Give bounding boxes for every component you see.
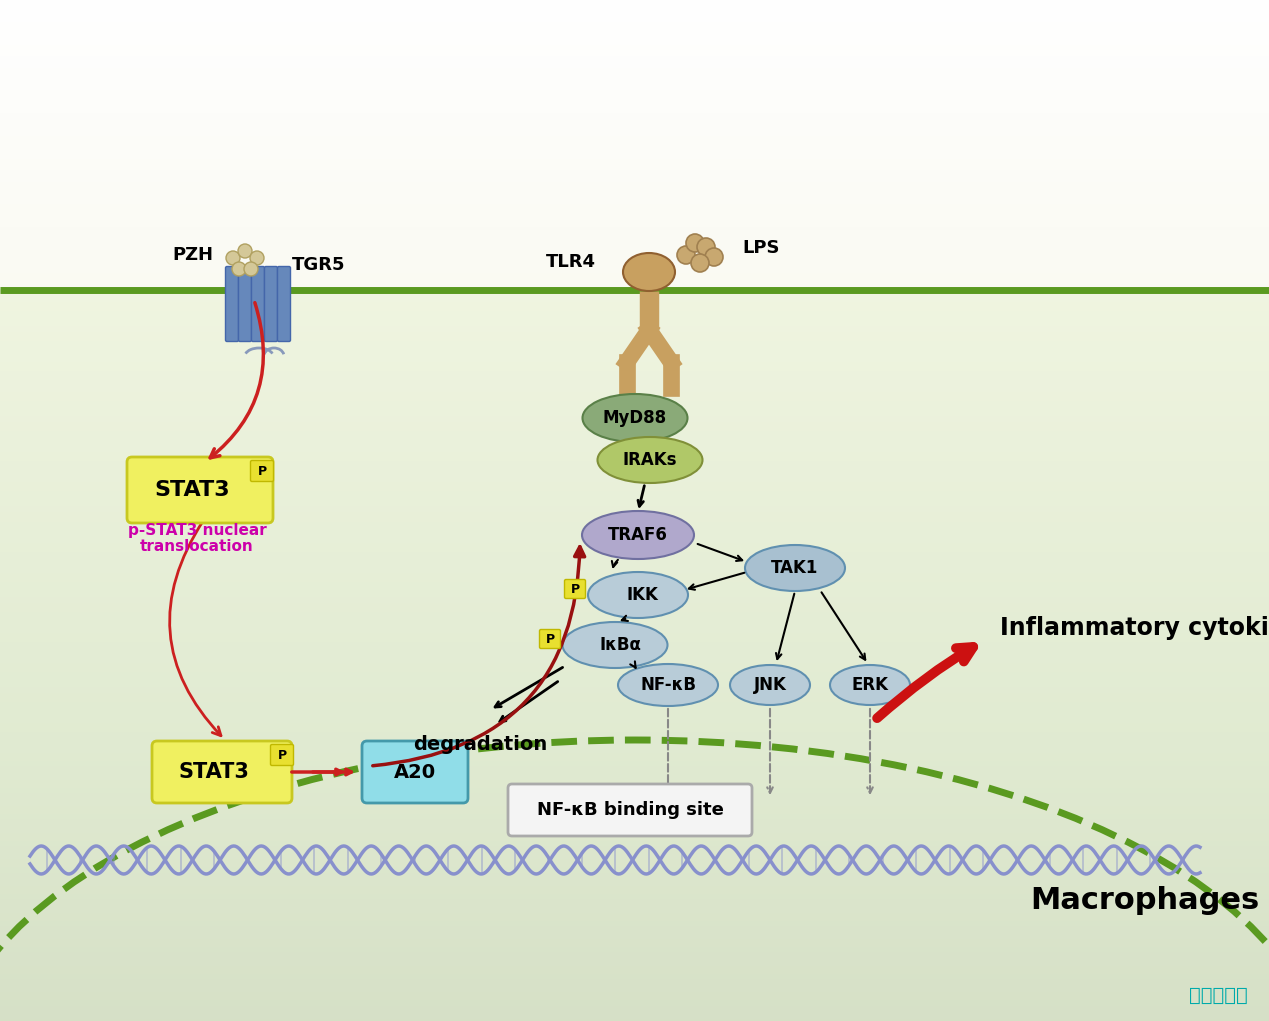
Text: TAK1: TAK1	[772, 560, 819, 577]
FancyBboxPatch shape	[565, 580, 585, 598]
FancyBboxPatch shape	[539, 630, 561, 648]
Circle shape	[239, 244, 253, 258]
FancyBboxPatch shape	[239, 266, 251, 341]
Ellipse shape	[830, 665, 910, 704]
Ellipse shape	[623, 253, 675, 291]
Text: P: P	[546, 632, 555, 645]
Ellipse shape	[745, 545, 845, 591]
Text: JNK: JNK	[754, 676, 787, 694]
FancyBboxPatch shape	[127, 457, 273, 523]
FancyBboxPatch shape	[251, 266, 264, 341]
Text: 热爱收录库: 热爱收录库	[1189, 986, 1247, 1005]
Text: IκBα: IκBα	[599, 636, 641, 654]
Text: P: P	[571, 583, 580, 595]
Circle shape	[692, 254, 709, 272]
Circle shape	[697, 238, 714, 256]
Text: P: P	[258, 465, 266, 478]
Ellipse shape	[588, 572, 688, 618]
Text: PZH: PZH	[173, 246, 213, 264]
Text: Inflammatory cytokines: Inflammatory cytokines	[1000, 616, 1269, 640]
Text: STAT3: STAT3	[155, 480, 230, 500]
Text: ERK: ERK	[851, 676, 888, 694]
Circle shape	[676, 246, 695, 264]
Text: TRAF6: TRAF6	[608, 526, 667, 544]
Text: IRAKs: IRAKs	[623, 451, 678, 469]
Text: P: P	[278, 748, 287, 762]
Text: TLR4: TLR4	[546, 253, 596, 271]
Text: IKK: IKK	[626, 586, 657, 604]
Ellipse shape	[562, 622, 667, 668]
Text: MyD88: MyD88	[603, 409, 667, 427]
Ellipse shape	[598, 437, 703, 483]
Text: translocation: translocation	[140, 538, 254, 553]
FancyArrowPatch shape	[211, 302, 264, 457]
Circle shape	[244, 262, 258, 276]
FancyBboxPatch shape	[362, 741, 468, 803]
Text: NF-κB: NF-κB	[640, 676, 695, 694]
Text: NF-κB binding site: NF-κB binding site	[537, 801, 723, 819]
FancyBboxPatch shape	[270, 744, 293, 766]
Ellipse shape	[582, 394, 688, 442]
Circle shape	[250, 251, 264, 265]
FancyArrowPatch shape	[877, 647, 973, 718]
Circle shape	[687, 234, 704, 252]
Text: Macrophages: Macrophages	[1030, 885, 1260, 915]
FancyArrowPatch shape	[373, 546, 585, 766]
FancyBboxPatch shape	[226, 266, 239, 341]
Ellipse shape	[618, 664, 718, 706]
Text: STAT3: STAT3	[179, 762, 250, 782]
Text: A20: A20	[393, 763, 437, 781]
FancyBboxPatch shape	[508, 784, 753, 836]
Circle shape	[232, 262, 246, 276]
Text: degradation: degradation	[412, 735, 547, 753]
FancyBboxPatch shape	[250, 460, 274, 482]
Ellipse shape	[730, 665, 810, 704]
Text: TGR5: TGR5	[292, 256, 345, 274]
Text: LPS: LPS	[742, 239, 779, 257]
FancyBboxPatch shape	[278, 266, 291, 341]
Circle shape	[226, 251, 240, 265]
Text: p-STAT3 nuclear: p-STAT3 nuclear	[128, 523, 266, 537]
Circle shape	[706, 248, 723, 266]
FancyBboxPatch shape	[264, 266, 278, 341]
Ellipse shape	[582, 510, 694, 560]
FancyArrowPatch shape	[170, 521, 221, 736]
FancyBboxPatch shape	[152, 741, 292, 803]
